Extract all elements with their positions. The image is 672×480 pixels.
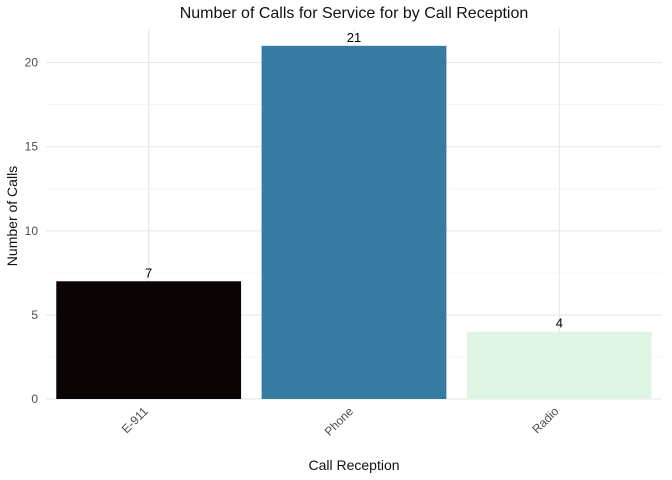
chart-title: Number of Calls for Service for by Call … — [180, 5, 529, 22]
data-labels: 7 21 4 — [145, 30, 563, 331]
bar-radio — [466, 331, 652, 399]
bar-e-911 — [56, 281, 242, 399]
y-tick-label: 5 — [31, 308, 38, 322]
x-axis-ticks: E-911 Phone Radio — [119, 404, 562, 439]
data-label-e-911: 7 — [145, 265, 152, 280]
bars — [56, 45, 652, 400]
y-axis-ticks: 0 5 10 15 20 — [25, 56, 39, 406]
x-tick-label: Radio — [529, 404, 561, 436]
x-tick-label: Phone — [322, 404, 357, 439]
y-tick-label: 0 — [31, 392, 38, 406]
data-label-radio: 4 — [556, 316, 563, 331]
y-tick-label: 10 — [25, 224, 39, 238]
x-axis-title: Call Reception — [308, 457, 399, 473]
y-tick-label: 15 — [25, 140, 39, 154]
x-tick-label: E-911 — [119, 404, 151, 436]
y-tick-label: 20 — [25, 56, 39, 70]
bar-phone — [261, 45, 447, 400]
y-axis-title: Number of Calls — [4, 166, 20, 266]
data-label-phone: 21 — [347, 30, 361, 45]
